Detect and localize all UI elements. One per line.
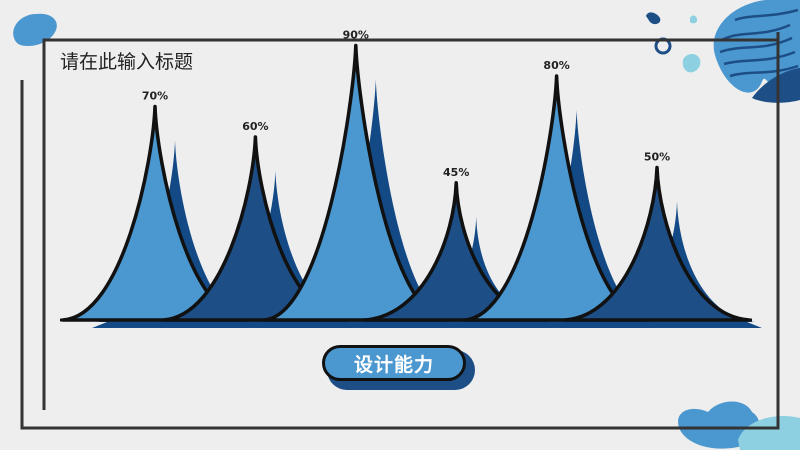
value-label-5: 80%	[543, 59, 569, 72]
value-label-4: 45%	[443, 166, 469, 179]
caption-pill[interactable]: 设计能力	[322, 345, 466, 381]
decoration-bottom-right-blobs	[678, 401, 800, 450]
peak-chart: 70% 60% 90% 45% 80% 50%	[60, 29, 762, 328]
caption-label: 设计能力	[353, 353, 434, 376]
slide-title: 请在此输入标题	[60, 51, 194, 73]
peak-1	[61, 104, 249, 322]
peak-5	[462, 74, 651, 322]
value-label-2: 60%	[242, 120, 268, 133]
value-label-3: 90%	[343, 29, 369, 42]
slide-frame	[20, 32, 780, 430]
decoration-top-left-blob	[13, 13, 57, 46]
peak-3	[262, 43, 450, 322]
value-label-6: 50%	[644, 151, 670, 164]
peak-6	[563, 165, 751, 322]
value-label-1: 70%	[142, 90, 168, 103]
